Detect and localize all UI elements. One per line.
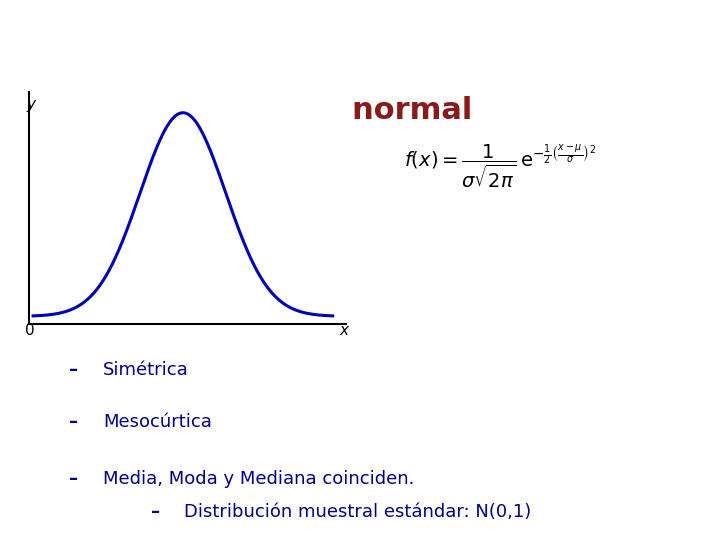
Text: Distribución muestral estándar: N(0,1): Distribución muestral estándar: N(0,1) <box>184 503 531 521</box>
Text: x: x <box>339 323 348 338</box>
Text: 0: 0 <box>25 323 35 338</box>
Text: –: – <box>69 470 78 488</box>
Text: Mesocúrtica: Mesocúrtica <box>103 413 212 431</box>
Text: –: – <box>69 361 78 379</box>
Text: $f(x)=\dfrac{1}{\sigma\sqrt{2\pi}}\,\mathrm{e}^{-\frac{1}{2}\left(\frac{x-\mu}{\: $f(x)=\dfrac{1}{\sigma\sqrt{2\pi}}\,\mat… <box>404 143 596 190</box>
Text: –: – <box>69 413 78 431</box>
Text: y: y <box>27 97 35 112</box>
Text: V. DISTRIBUCIONES TEÓRICAS Y EMPIRICAS: V. DISTRIBUCIONES TEÓRICAS Y EMPIRICAS <box>382 11 706 24</box>
Text: Simétrica: Simétrica <box>103 361 189 379</box>
Text: Distribución normal: Distribución normal <box>132 96 472 125</box>
Text: Media, Moda y Mediana coinciden.: Media, Moda y Mediana coinciden. <box>103 470 415 488</box>
Text: –: – <box>150 503 160 521</box>
